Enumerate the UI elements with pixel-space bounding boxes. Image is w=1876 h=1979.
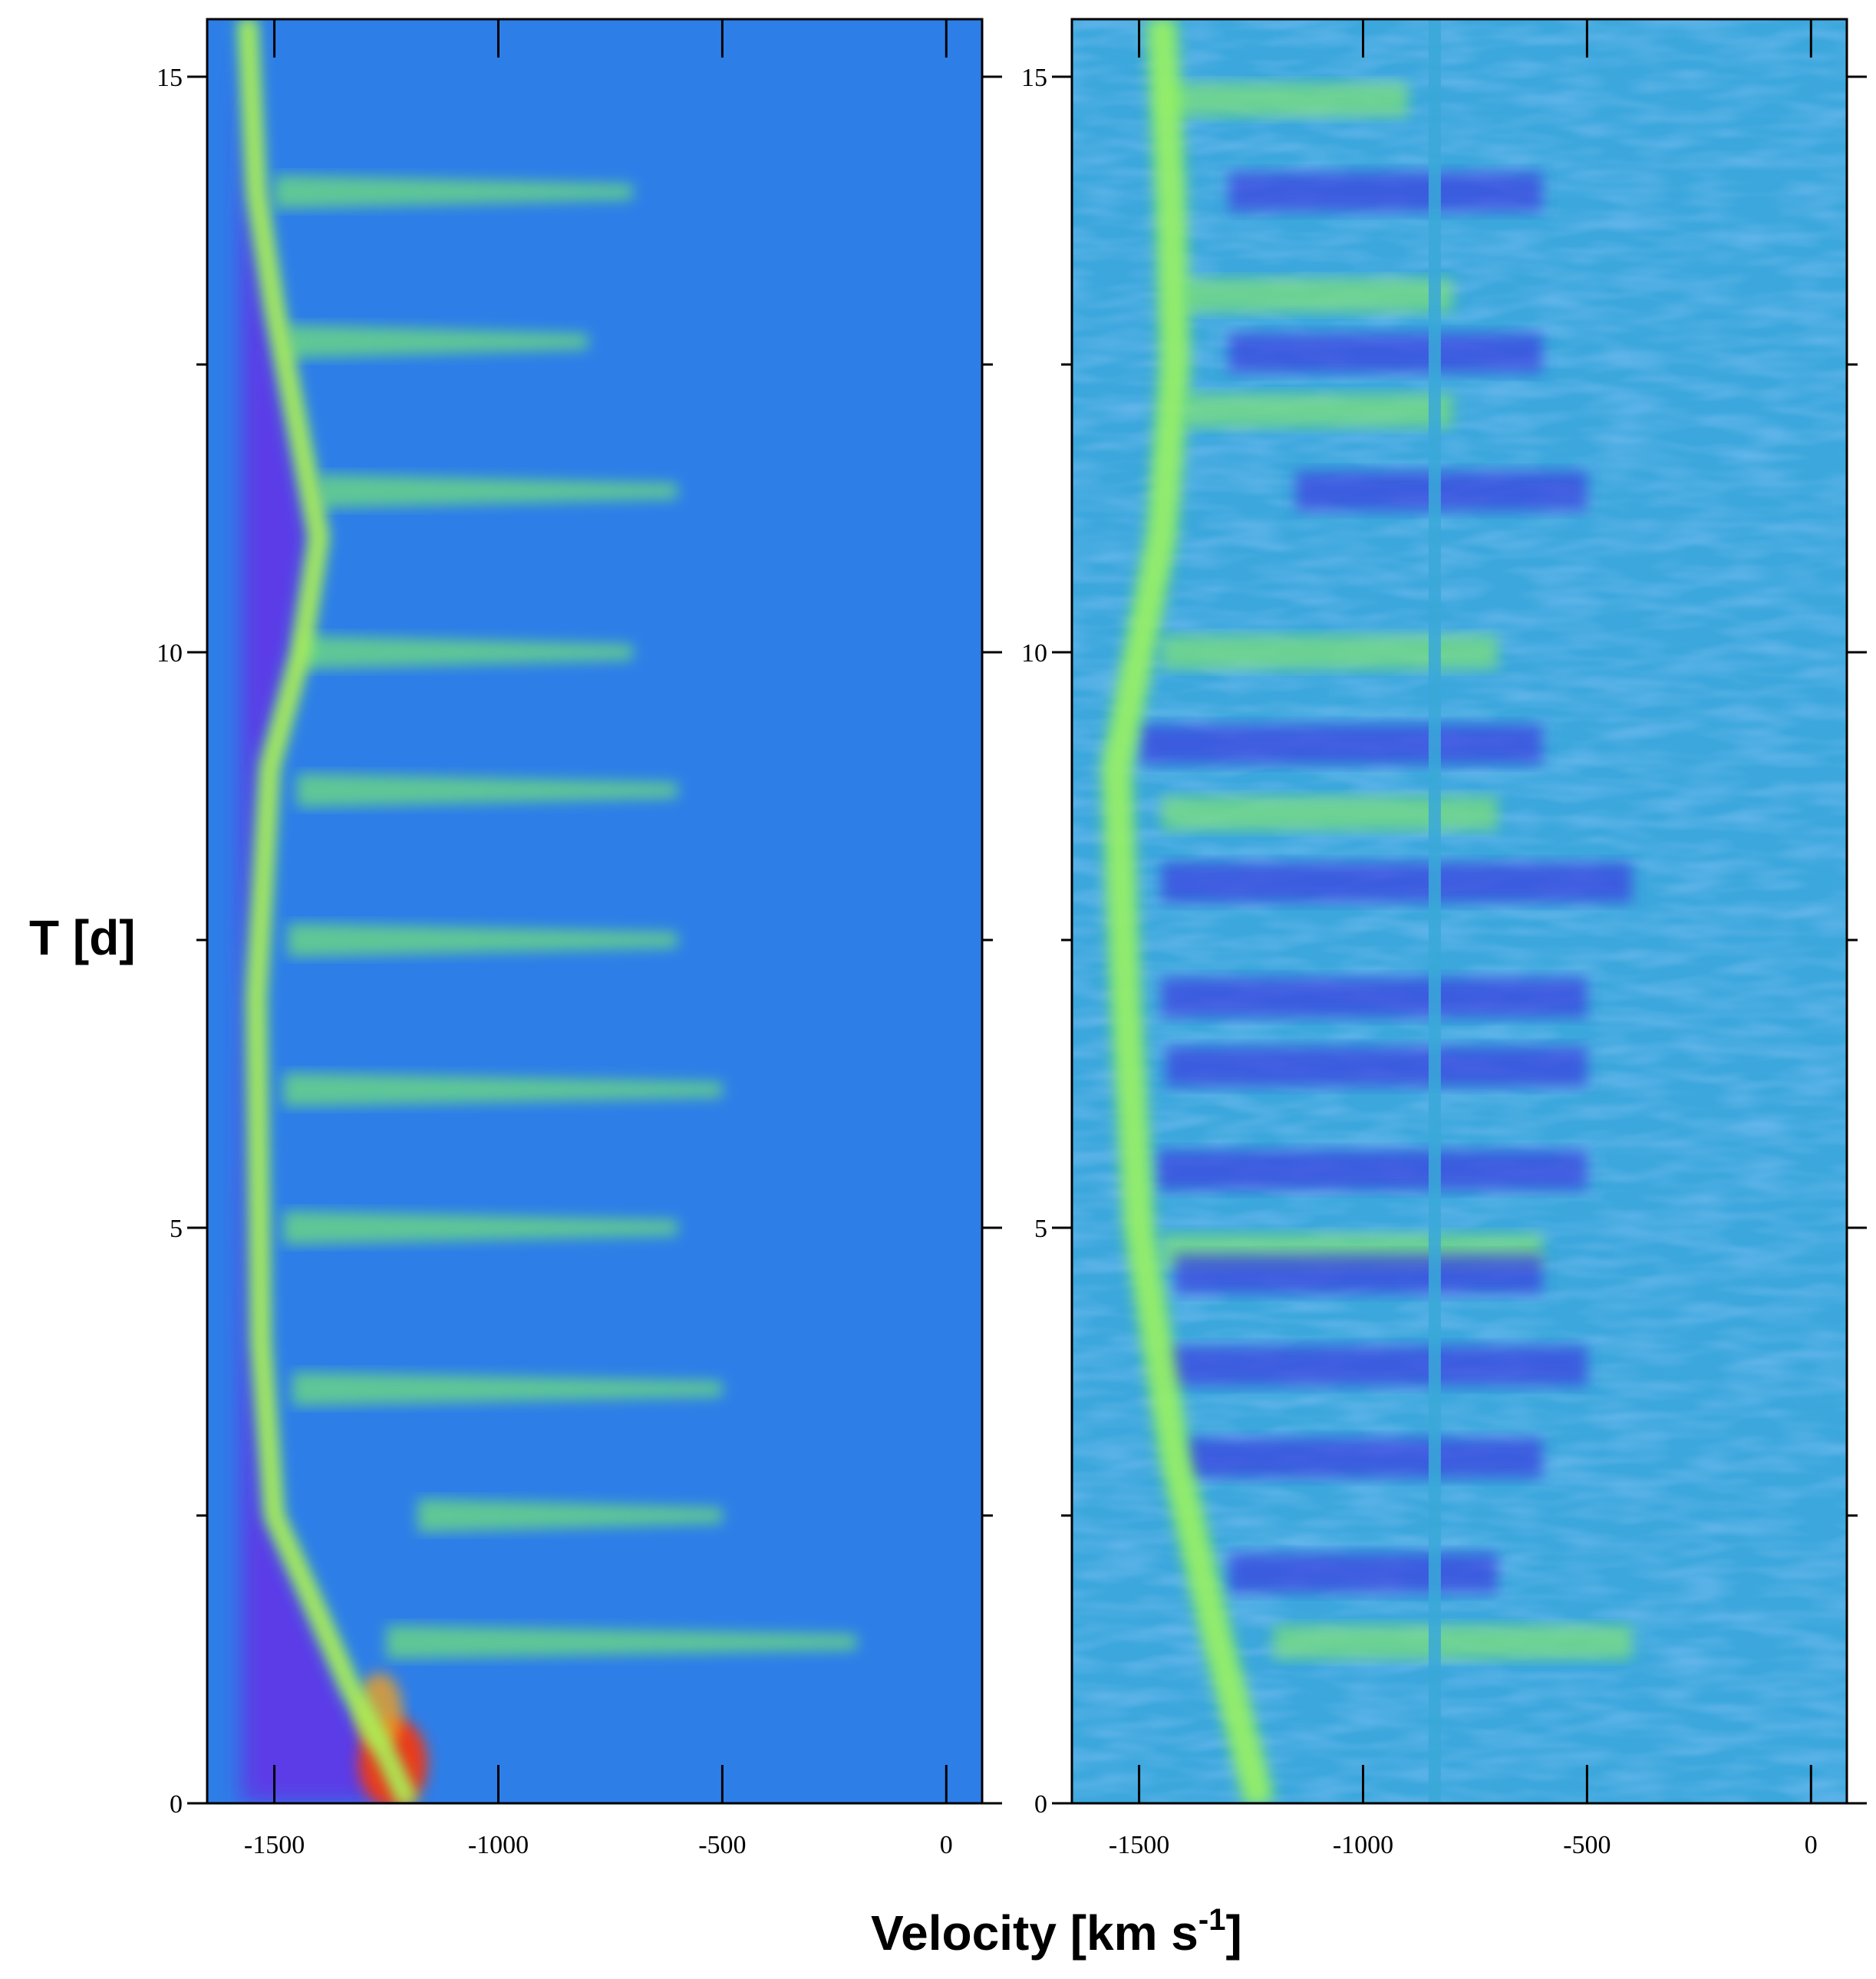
blue-band bbox=[1295, 471, 1588, 511]
x-tick-label: 0 bbox=[1805, 1831, 1818, 1859]
blue-band bbox=[1161, 1346, 1588, 1386]
right-vertical-gap bbox=[1428, 19, 1441, 1803]
right-panel: -1500 -1000 -500 0 0 5 10 15 bbox=[1021, 18, 1867, 1859]
green-band bbox=[1161, 635, 1498, 669]
blue-band bbox=[1183, 1438, 1543, 1478]
x-axis-label: Velocity [km s-1] bbox=[871, 1903, 1242, 1961]
y-tick-label: 10 bbox=[1021, 639, 1047, 668]
blue-band bbox=[1161, 863, 1632, 902]
green-band bbox=[1183, 394, 1453, 427]
band bbox=[292, 1372, 723, 1406]
band bbox=[296, 773, 678, 807]
band bbox=[417, 1499, 723, 1532]
green-band bbox=[1273, 1625, 1632, 1659]
right-y-tick-labels: 0 5 10 15 bbox=[1021, 64, 1047, 1819]
x-axis-label-close: ] bbox=[1225, 1905, 1242, 1961]
blue-band bbox=[1175, 1254, 1543, 1294]
right-edge-curve bbox=[1101, 19, 1275, 1803]
blue-band bbox=[1156, 1150, 1588, 1190]
edge-ridge-core bbox=[1113, 19, 1264, 1803]
green-band bbox=[1161, 83, 1408, 117]
x-tick-label: -1500 bbox=[244, 1831, 305, 1859]
band bbox=[283, 1073, 723, 1107]
left-edge-curve bbox=[237, 19, 418, 1803]
band bbox=[283, 1211, 678, 1245]
x-tick-label: -1000 bbox=[468, 1831, 529, 1859]
left-x-tick-labels: -1500 -1000 -500 0 bbox=[244, 1831, 953, 1859]
right-blue-bands bbox=[1139, 172, 1632, 1593]
band bbox=[274, 175, 633, 209]
green-band bbox=[1161, 797, 1498, 830]
left-panel: -1500 -1000 -500 0 0 5 10 15 bbox=[157, 18, 1002, 1859]
blue-band bbox=[1161, 978, 1588, 1018]
band bbox=[318, 474, 678, 508]
left-panel-frame bbox=[206, 18, 984, 1805]
left-y-tick-labels: 0 5 10 15 bbox=[157, 64, 183, 1819]
blue-band bbox=[1228, 172, 1543, 212]
right-panel-frame bbox=[1070, 18, 1848, 1805]
x-axis-label-exponent: -1 bbox=[1198, 1903, 1226, 1937]
x-tick-label: -500 bbox=[698, 1831, 746, 1859]
y-tick-label: 5 bbox=[170, 1215, 183, 1243]
band bbox=[288, 325, 589, 358]
x-tick-label: 0 bbox=[940, 1831, 953, 1859]
left-bands bbox=[274, 175, 857, 1659]
y-tick-label: 0 bbox=[1034, 1790, 1047, 1819]
y-tick-label: 5 bbox=[1034, 1215, 1047, 1243]
left-panel-background bbox=[207, 19, 982, 1803]
blue-band bbox=[1228, 333, 1543, 373]
band bbox=[301, 635, 633, 669]
green-band bbox=[1183, 279, 1453, 312]
x-axis-label-main: Velocity [km s bbox=[871, 1905, 1198, 1961]
y-tick-label: 15 bbox=[157, 64, 183, 92]
blue-band bbox=[1139, 724, 1543, 764]
x-tick-label: -500 bbox=[1563, 1831, 1611, 1859]
edge-ridge-core bbox=[243, 19, 413, 1803]
blue-band bbox=[1228, 1553, 1498, 1593]
y-tick-label: 15 bbox=[1021, 64, 1047, 92]
band bbox=[288, 923, 678, 957]
blue-band bbox=[1165, 1047, 1588, 1087]
left-axis-ticks bbox=[187, 19, 1002, 1805]
dark-wedge bbox=[239, 19, 401, 1803]
band bbox=[386, 1625, 857, 1659]
right-axis-ticks bbox=[1052, 19, 1867, 1805]
right-x-tick-labels: -1500 -1000 -500 0 bbox=[1109, 1831, 1818, 1859]
right-green-bands bbox=[1161, 83, 1632, 1659]
x-tick-label: -1000 bbox=[1333, 1831, 1393, 1859]
y-tick-label: 10 bbox=[157, 639, 183, 668]
y-tick-label: 0 bbox=[170, 1790, 183, 1819]
x-tick-label: -1500 bbox=[1109, 1831, 1169, 1859]
y-axis-label: T [d] bbox=[29, 910, 136, 965]
